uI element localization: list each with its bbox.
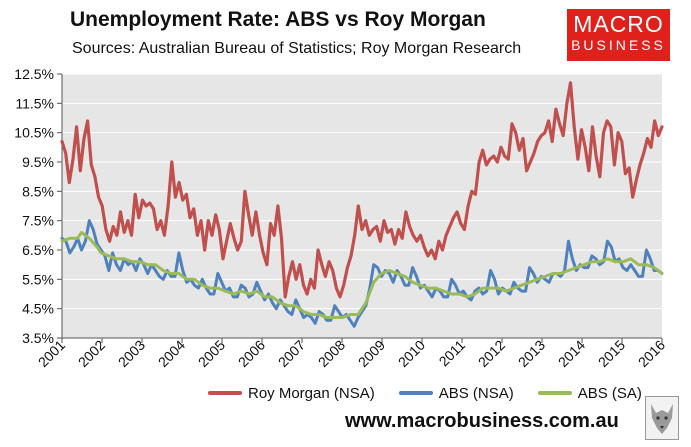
x-tick-label: 2012: [475, 337, 508, 370]
legend-swatch: [398, 391, 433, 395]
x-tick-label: 2011: [436, 337, 469, 370]
x-tick-label: 2003: [115, 337, 148, 370]
legend-item-abs-sa: ABS (SA): [537, 384, 642, 402]
legend-swatch: [208, 391, 242, 395]
x-tick-label: 2007: [275, 337, 308, 370]
y-tick-label: 5.5%: [22, 271, 54, 287]
chart-title: Unemployment Rate: ABS vs Roy Morgan: [70, 8, 486, 31]
x-tick-label: 2015: [595, 337, 628, 370]
x-tick-label: 2008: [315, 337, 348, 370]
line-chart: 3.5% 4.5% 5.5% 6.5% 7.5% 8.5% 9.5% 10.5% 11.5% 12…: [14, 66, 668, 370]
macrobusiness-logo: MACRO BUSINESS: [567, 9, 670, 61]
legend-label: ABS (NSA): [438, 384, 514, 402]
x-tick-label: 2004: [155, 337, 188, 370]
x-tick-label: 2010: [395, 337, 428, 370]
y-tick-label: 10.5%: [14, 125, 54, 141]
legend-label: Roy Morgan (NSA): [248, 384, 375, 402]
website-url: www.macrobusiness.com.au: [345, 410, 619, 432]
legend-label: ABS (SA): [577, 384, 642, 402]
x-tick-label: 2016: [635, 337, 668, 370]
legend-item-roy-morgan: Roy Morgan (NSA): [208, 385, 375, 402]
series-line-roy-morgan-nsa: [60, 81, 664, 299]
logo-line-2: BUSINESS: [571, 37, 666, 53]
legend-item-abs-nsa: ABS (NSA): [398, 384, 514, 402]
x-tick-label: 2005: [195, 337, 228, 370]
wolf-logo-icon: [645, 396, 679, 440]
y-tick-label: 11.5%: [15, 95, 54, 111]
x-tick-label: 2013: [515, 337, 548, 370]
x-tick-label: 2014: [555, 337, 588, 370]
plot-area: [62, 74, 662, 338]
x-tick-label: 2006: [235, 337, 268, 370]
legend: Roy Morgan (NSA) ABS (NSA) ABS (SA): [208, 381, 666, 405]
series-line-abs-sa: [60, 230, 664, 319]
logo-line-1: MACRO: [573, 11, 664, 37]
x-tick-label: 2009: [355, 337, 388, 370]
y-tick-label: 6.5%: [22, 242, 54, 258]
y-tick-label: 9.5%: [22, 154, 54, 170]
y-tick-label: 8.5%: [22, 183, 54, 199]
chart-subtitle: Sources: Australian Bureau of Statistics…: [72, 40, 522, 57]
y-tick-label: 3.5%: [22, 330, 54, 346]
y-tick-label: 7.5%: [22, 213, 54, 229]
y-tick-label: 12.5%: [14, 66, 54, 82]
y-tick-label: 4.5%: [22, 301, 54, 317]
x-tick-label: 2002: [75, 337, 108, 370]
legend-swatch: [537, 391, 572, 395]
